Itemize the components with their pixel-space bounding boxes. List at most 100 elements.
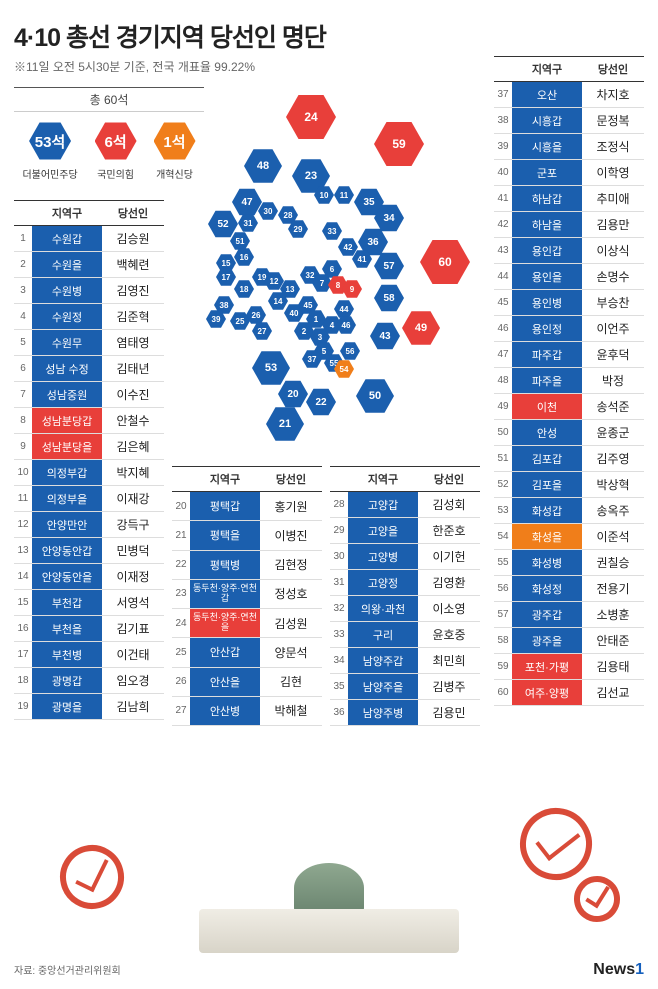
winner-cell: 추미애 [582, 186, 644, 212]
map-hex: 24 [286, 92, 336, 142]
row-number: 21 [172, 521, 190, 550]
winner-cell: 이상식 [582, 238, 644, 264]
table-row: 40 군포 이학영 [494, 160, 644, 186]
district-cell: 안성 [512, 420, 582, 446]
winner-cell: 부승찬 [582, 290, 644, 316]
winner-cell: 윤호중 [418, 622, 480, 648]
district-cell: 수원갑 [32, 226, 102, 252]
district-cell: 하남갑 [512, 186, 582, 212]
map-hex: 22 [306, 387, 336, 417]
row-number: 28 [330, 492, 348, 518]
district-cell: 용인을 [512, 264, 582, 290]
row-number: 45 [494, 290, 512, 316]
map-hex: 20 [278, 379, 308, 409]
district-cell: 고양을 [348, 518, 418, 544]
district-cell: 포천·가평 [512, 654, 582, 680]
th-district: 지역구 [190, 467, 260, 492]
table-row: 42 하남을 김용만 [494, 212, 644, 238]
district-cell: 구리 [348, 622, 418, 648]
th-district: 지역구 [348, 467, 418, 492]
table-row: 21 평택을 이병진 [172, 521, 322, 550]
table-row: 53 화성갑 송옥주 [494, 498, 644, 524]
district-cell: 오산 [512, 82, 582, 108]
map-hex: 16 [234, 247, 254, 267]
row-number: 43 [494, 238, 512, 264]
row-number: 19 [14, 694, 32, 720]
row-number: 50 [494, 420, 512, 446]
map-hex: 30 [258, 201, 278, 221]
winner-cell: 김용민 [418, 700, 480, 726]
row-number: 55 [494, 550, 512, 576]
map-hex: 58 [374, 283, 404, 313]
district-cell: 여주·양평 [512, 680, 582, 706]
table-row: 22 평택병 김현정 [172, 550, 322, 579]
district-cell: 성남분당을 [32, 434, 102, 460]
row-number: 23 [172, 579, 190, 608]
district-cell: 부천병 [32, 642, 102, 668]
winner-cell: 윤후덕 [582, 342, 644, 368]
seat-party-label: 더불어민주당 [22, 166, 77, 181]
district-cell: 수원을 [32, 252, 102, 278]
district-cell: 고양갑 [348, 492, 418, 518]
winner-cell: 민병덕 [102, 538, 164, 564]
table-row: 13 안양동안갑 민병덕 [14, 538, 164, 564]
map-hex: 49 [402, 309, 440, 347]
row-number: 33 [330, 622, 348, 648]
th-district: 지역구 [512, 57, 582, 82]
district-cell: 남양주병 [348, 700, 418, 726]
winner-cell: 서영석 [102, 590, 164, 616]
winner-cell: 이재강 [102, 486, 164, 512]
winner-cell: 소병훈 [582, 602, 644, 628]
row-number: 54 [494, 524, 512, 550]
map-hex: 31 [238, 213, 258, 233]
table-row: 23 동두천·양주·연천갑 정성호 [172, 579, 322, 608]
district-cell: 성남중원 [32, 382, 102, 408]
table-row: 11 의정부을 이재강 [14, 486, 164, 512]
table-row: 32 의왕·과천 이소영 [330, 596, 480, 622]
row-number: 58 [494, 628, 512, 654]
table-row: 37 오산 차지호 [494, 82, 644, 108]
map-hex: 47 [232, 187, 262, 217]
winner-cell: 한준호 [418, 518, 480, 544]
district-cell: 화성병 [512, 550, 582, 576]
row-number: 18 [14, 668, 32, 694]
district-cell: 화성을 [512, 524, 582, 550]
table-row: 25 안산갑 양문석 [172, 638, 322, 667]
map-hex: 59 [374, 119, 424, 169]
winner-cell: 손명수 [582, 264, 644, 290]
map-hex: 56 [340, 341, 360, 361]
th-winner: 당선인 [418, 467, 480, 492]
district-cell: 안양동안을 [32, 564, 102, 590]
table-row: 56 화성정 전용기 [494, 576, 644, 602]
seat-party-label: 개혁신당 [154, 166, 196, 181]
th-winner: 당선인 [102, 201, 164, 226]
district-cell: 고양정 [348, 570, 418, 596]
table-row: 38 시흥갑 문정복 [494, 108, 644, 134]
map-hex: 33 [322, 221, 342, 241]
table-row: 31 고양정 김영환 [330, 570, 480, 596]
th-winner: 당선인 [582, 57, 644, 82]
table-row: 4 수원정 김준혁 [14, 304, 164, 330]
winner-cell: 이언주 [582, 316, 644, 342]
results-table-4: 지역구 당선인 37 오산 차지호 38 시흥갑 문정복 39 시흥을 조정식 … [494, 56, 644, 706]
district-cell: 광명을 [32, 694, 102, 720]
row-number: 5 [14, 330, 32, 356]
table-row: 47 파주갑 윤후덕 [494, 342, 644, 368]
winner-cell: 권칠승 [582, 550, 644, 576]
district-cell: 화성정 [512, 576, 582, 602]
table-row: 41 하남갑 추미애 [494, 186, 644, 212]
winner-cell: 박지혜 [102, 460, 164, 486]
district-cell: 하남을 [512, 212, 582, 238]
assembly-building-icon [199, 863, 459, 953]
winner-cell: 김태년 [102, 356, 164, 382]
table-row: 19 광명을 김남희 [14, 694, 164, 720]
row-number: 34 [330, 648, 348, 674]
row-number: 30 [330, 544, 348, 570]
table-row: 51 김포갑 김주영 [494, 446, 644, 472]
row-number: 2 [14, 252, 32, 278]
winner-cell: 문정복 [582, 108, 644, 134]
map-hex: 57 [374, 251, 404, 281]
row-number: 26 [172, 667, 190, 696]
map-hex: 11 [334, 185, 354, 205]
district-cell: 의왕·과천 [348, 596, 418, 622]
